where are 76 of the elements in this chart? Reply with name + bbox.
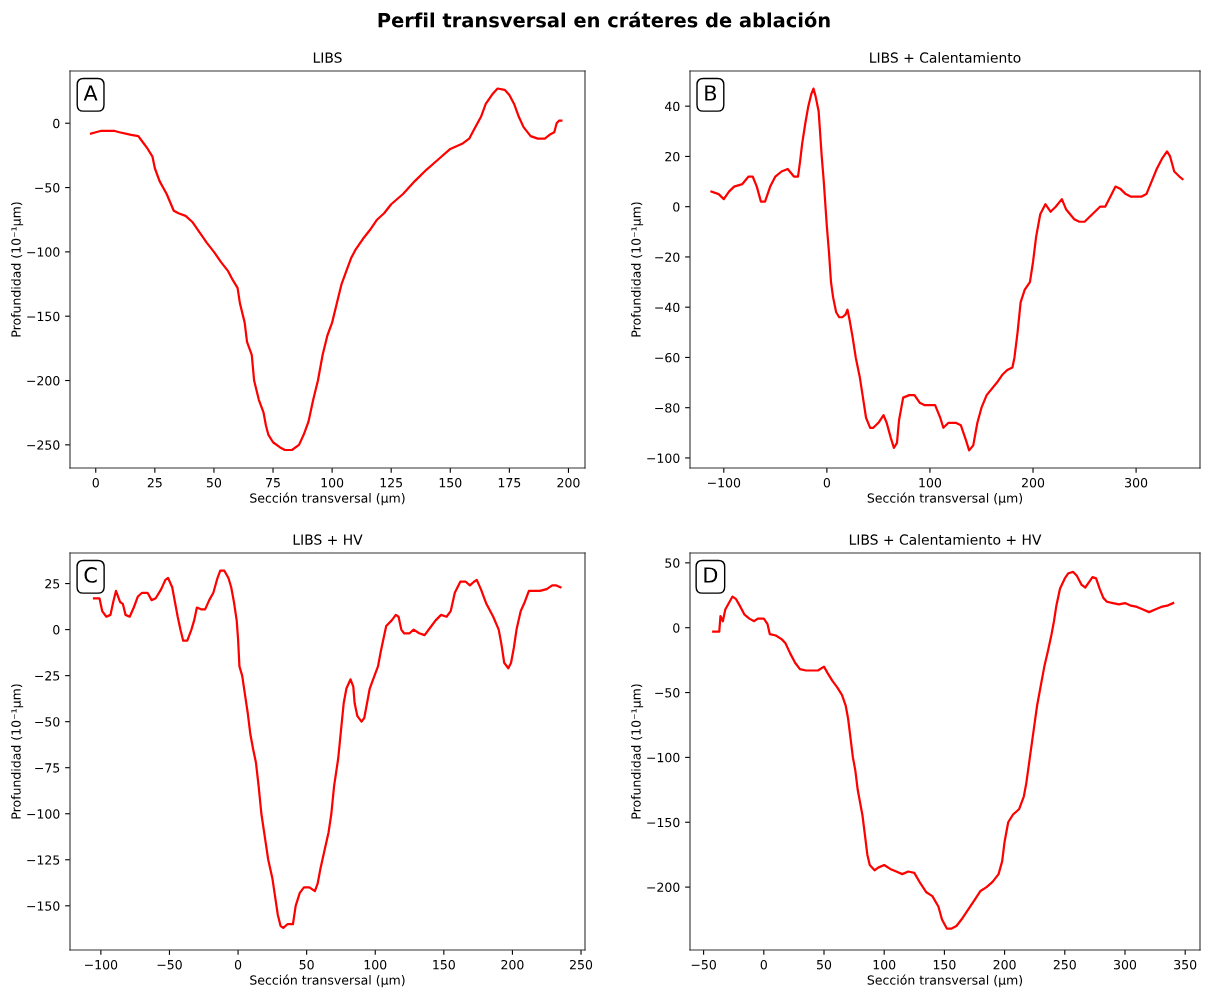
chart-title: LIBS — [313, 52, 342, 63]
x-tick-label: 200 — [557, 477, 580, 488]
x-tick-label: 200 — [993, 959, 1016, 970]
y-tick-label: −150 — [27, 901, 60, 911]
x-tick-label: 175 — [498, 478, 521, 488]
y-tick-label: 25 — [45, 579, 60, 589]
annotation: C — [84, 567, 97, 583]
text: Perfil transversal en cráteres de ablación — [378, 11, 830, 28]
x-tick-label: 100 — [873, 959, 896, 970]
y-tick-label: −100 — [647, 453, 680, 463]
y-tick-label: −250 — [27, 440, 60, 450]
x-axis-title: Sección transversal (μm) — [250, 974, 405, 988]
x-tick-label: 150 — [439, 477, 462, 488]
y-tick-label: −25 — [35, 671, 60, 681]
x-tick-label: −50 — [691, 959, 716, 970]
y-tick-label: −100 — [27, 809, 60, 819]
y-tick-label: −40 — [655, 302, 680, 313]
x-tick-label: 25 — [147, 477, 162, 488]
y-axis-title: Profundidad (10⁻¹μm) — [631, 202, 644, 337]
y-tick-label: −150 — [647, 817, 680, 828]
x-tick-label: 300 — [1125, 477, 1148, 488]
x-tick-label: 100 — [919, 477, 942, 488]
y-tick-label: −150 — [27, 311, 60, 322]
x-tick-label: 75 — [266, 478, 280, 488]
x-tick-label: 125 — [380, 477, 403, 488]
x-tick-label: 300 — [1114, 959, 1137, 970]
y-tick-label: 0 — [673, 202, 680, 212]
y-axis-title: Profundidad (10⁻¹μm) — [631, 684, 644, 819]
y-tick-label: 0 — [673, 623, 680, 633]
x-tick-label: 150 — [933, 959, 956, 970]
y-tick-label: −80 — [655, 403, 680, 413]
annotation: B — [705, 85, 717, 101]
chart-title: LIBS + Calentamiento + HV — [849, 534, 1042, 545]
x-axis-title: Sección transversal (μm) — [867, 492, 1023, 506]
x-tick-label: 250 — [570, 959, 593, 970]
x-tick-label: 0 — [92, 477, 99, 488]
y-tick-label: −125 — [27, 855, 60, 865]
x-tick-label: 50 — [817, 959, 832, 970]
x-tick-label: 50 — [299, 959, 314, 970]
x-tick-label: 200 — [501, 959, 524, 970]
x-tick-label: 250 — [1053, 959, 1076, 970]
y-tick-label: 40 — [664, 101, 680, 112]
x-axis-title: Sección transversal (μm) — [867, 974, 1023, 988]
y-tick-label: −75 — [35, 763, 60, 773]
chart-title: LIBS + HV — [293, 534, 363, 545]
y-tick-label: −60 — [655, 352, 680, 363]
x-tick-label: 150 — [433, 959, 455, 970]
y-tick-label: −200 — [27, 375, 60, 386]
x-tick-label: 50 — [206, 477, 222, 488]
y-tick-label: −100 — [647, 752, 680, 763]
x-tick-label: 0 — [760, 959, 767, 970]
y-tick-label: −50 — [35, 183, 60, 193]
x-tick-label: −100 — [85, 959, 118, 970]
y-tick-label: −20 — [655, 252, 680, 262]
x-tick-label: 0 — [823, 477, 831, 488]
y-tick-label: 20 — [665, 151, 680, 162]
x-axis-title: Sección transversal (μm) — [250, 492, 405, 506]
annotation: D — [704, 567, 718, 583]
x-tick-label: 100 — [364, 959, 387, 970]
y-tick-label: 50 — [665, 558, 680, 568]
x-tick-label: 0 — [234, 959, 242, 970]
y-tick-label: −50 — [655, 688, 680, 698]
annotation: A — [83, 85, 98, 101]
x-tick-label: −100 — [707, 477, 741, 488]
chart-title: LIBS + Calentamiento — [870, 52, 1021, 63]
y-tick-label: −100 — [27, 247, 60, 257]
y-axis-title: Profundidad (10⁻¹μm) — [11, 684, 24, 819]
x-tick-label: 200 — [1022, 477, 1045, 488]
y-axis-title: Profundidad (10⁻¹μm) — [11, 202, 24, 337]
y-tick-label: −200 — [647, 882, 680, 893]
y-tick-label: 0 — [53, 625, 60, 635]
y-tick-label: −50 — [35, 717, 60, 727]
x-tick-label: −50 — [157, 959, 182, 970]
x-tick-label: 350 — [1174, 959, 1197, 970]
x-tick-label: 100 — [321, 477, 344, 488]
y-tick-label: 0 — [53, 118, 60, 129]
